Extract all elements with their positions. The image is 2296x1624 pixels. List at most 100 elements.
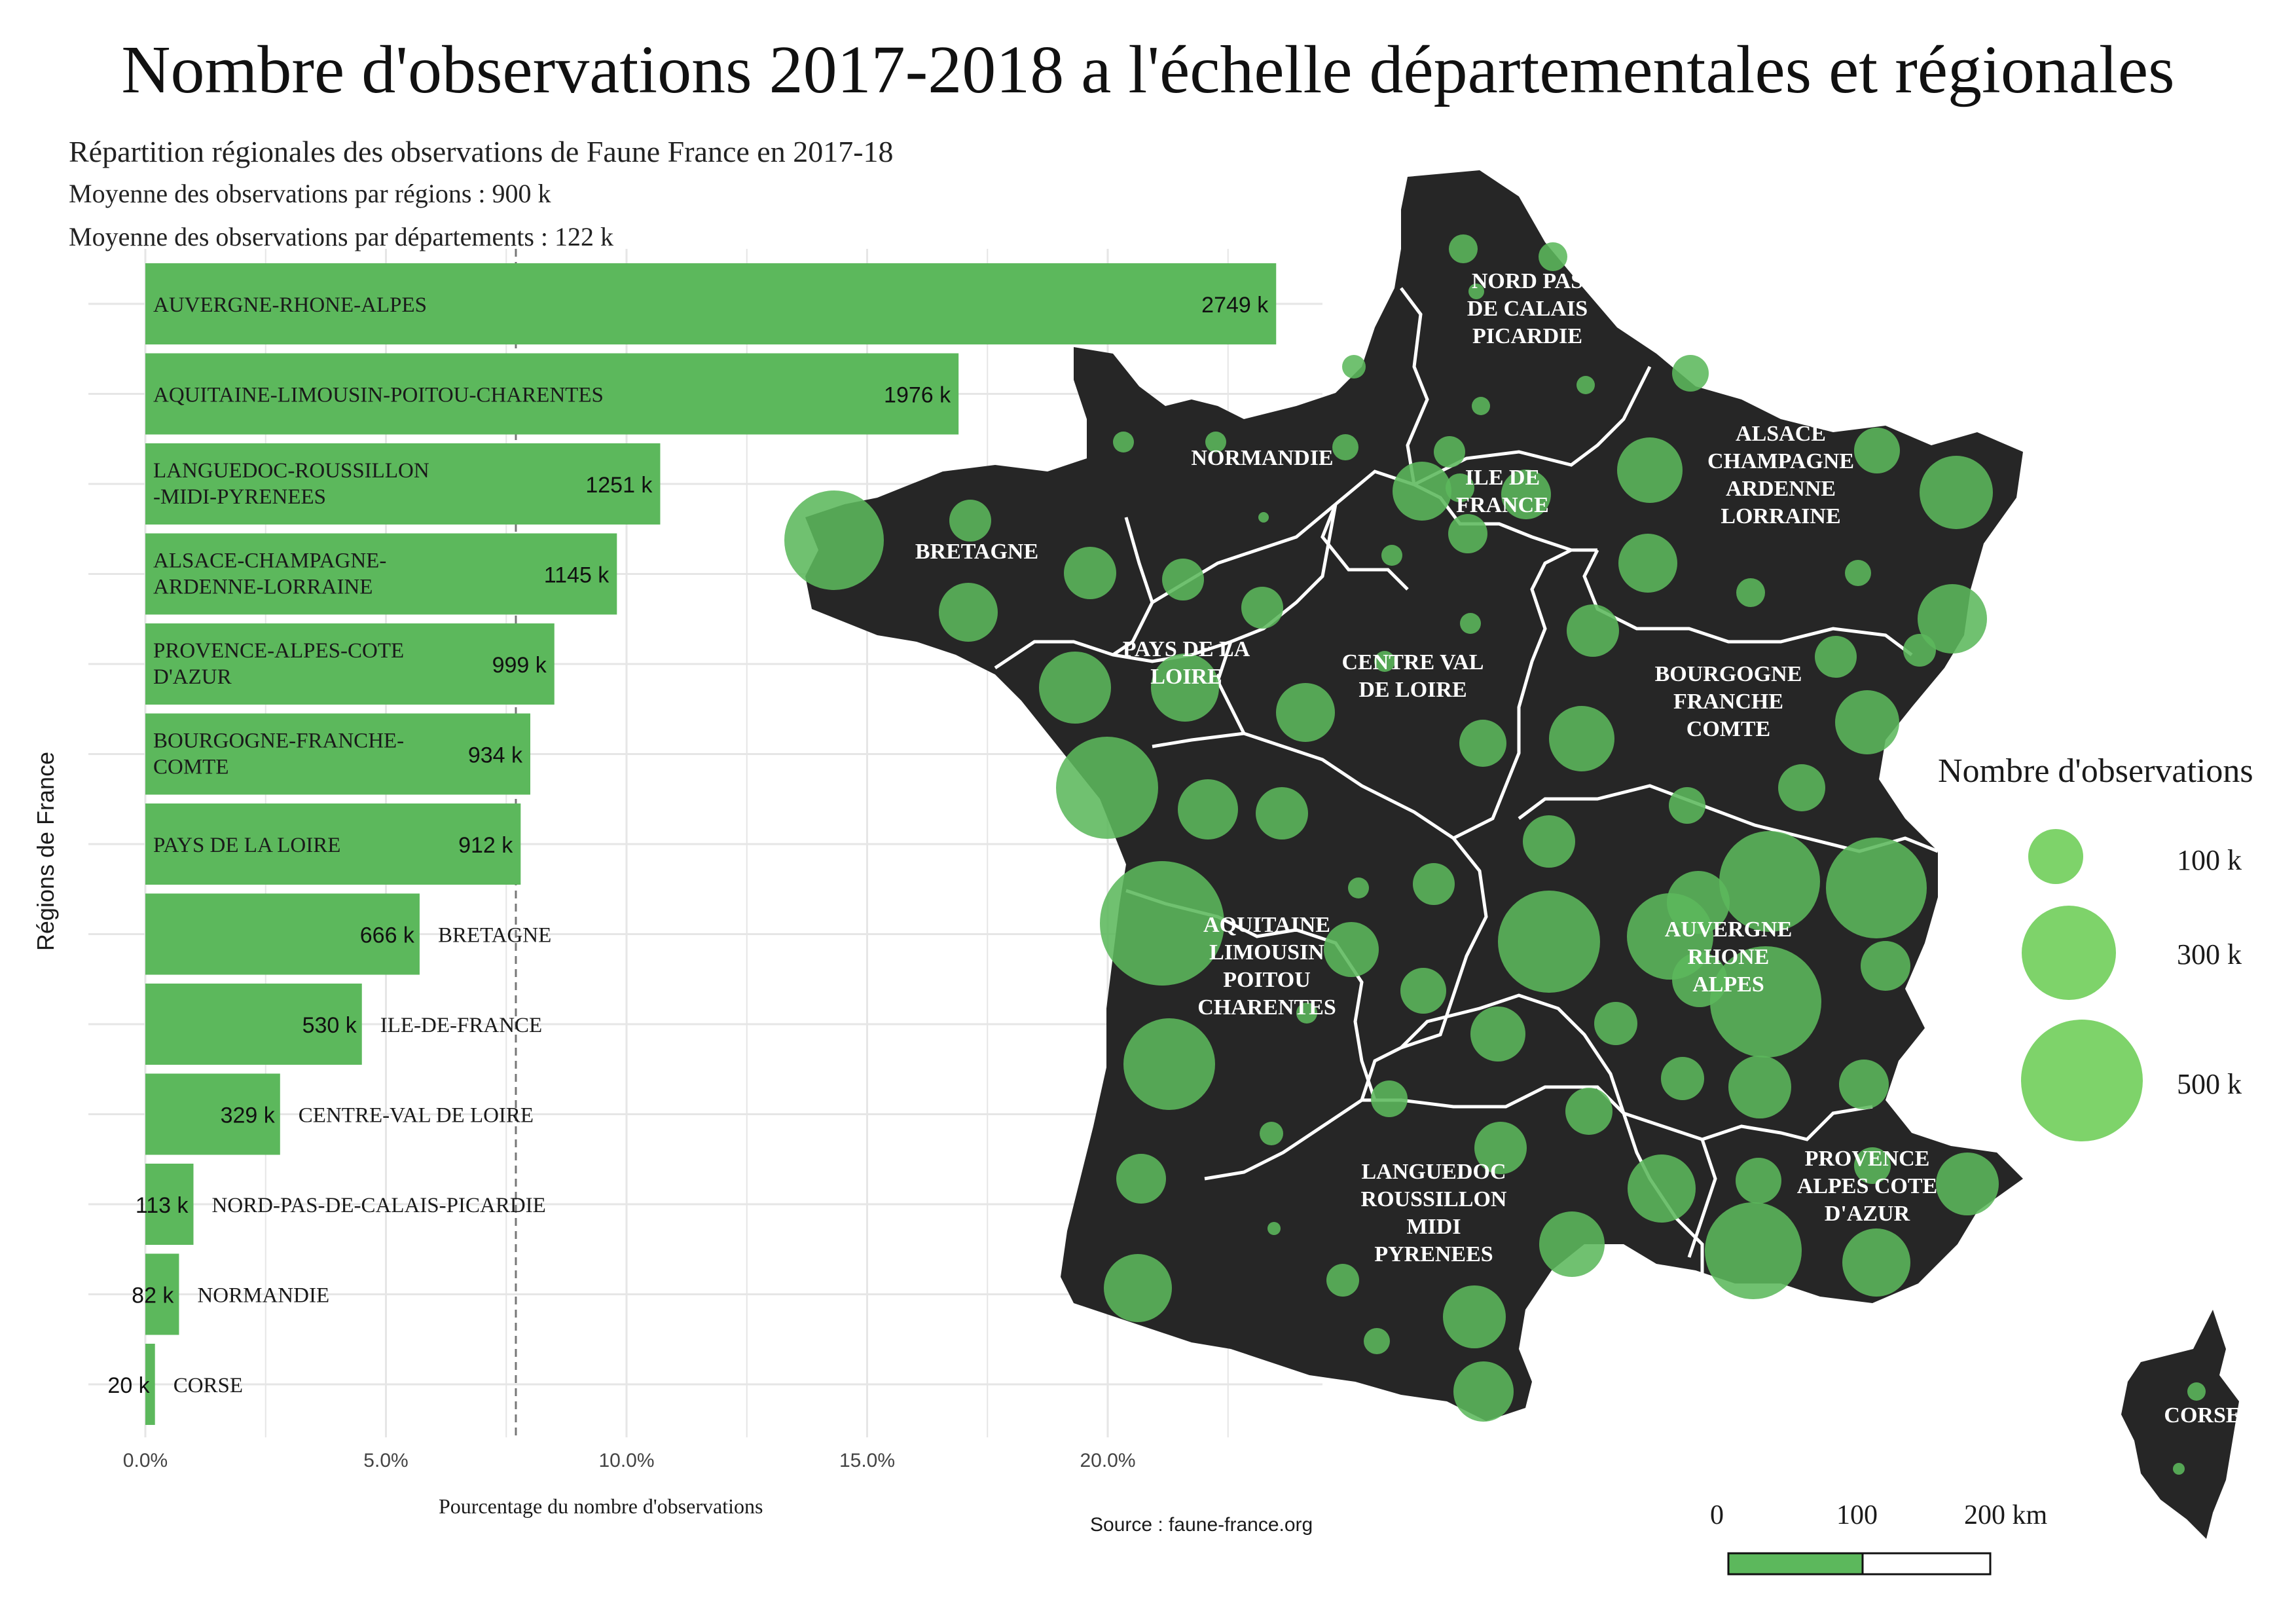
department-circle (1064, 547, 1116, 599)
bar (145, 713, 530, 795)
department-circle (1460, 613, 1481, 634)
department-circle (1539, 242, 1567, 271)
bar-value-label: 1976 k (884, 383, 951, 408)
x-tick-label: 20.0% (1080, 1450, 1135, 1471)
bar (145, 803, 521, 885)
department-circle (1474, 1122, 1527, 1174)
department-circle (1100, 861, 1224, 986)
department-circle (2187, 1382, 2206, 1401)
corsica (2121, 1310, 2239, 1539)
department-circle (1628, 1154, 1696, 1223)
bar (145, 893, 420, 975)
scale-label-100: 100 (1836, 1500, 1878, 1530)
department-circle (1472, 397, 1490, 415)
x-tick-label: 10.0% (598, 1450, 654, 1471)
bar-category-label: PAYS DE LA LOIRE (153, 834, 340, 857)
department-circle (1342, 355, 1366, 378)
department-circle (1815, 636, 1857, 678)
region-label: BRETAGNE (915, 540, 1038, 564)
legend-label-100k: 100 k (2177, 844, 2242, 876)
bar (145, 1344, 155, 1425)
legend-label-500k: 500 k (2177, 1068, 2242, 1100)
bar (145, 533, 617, 615)
department-circle (1539, 1211, 1605, 1277)
bar-value-label: 2749 k (1201, 293, 1269, 318)
legend-circle-medium (2022, 906, 2116, 1000)
bar-value-label: 530 k (302, 1013, 357, 1038)
bar-value-label: 329 k (221, 1103, 276, 1128)
department-circle (1842, 1228, 1910, 1297)
department-circle (1549, 706, 1614, 771)
region-label: CENTRE VAL DE LOIRE (1342, 650, 1484, 702)
x-tick-label: 5.0% (363, 1450, 408, 1471)
department-circle (1839, 1060, 1889, 1109)
region-label: PROVENCE ALPES COTE D'AZUR (1797, 1147, 1937, 1226)
bar (145, 353, 959, 435)
department-circle (1468, 284, 1484, 299)
department-circle (1104, 1254, 1172, 1322)
bar (145, 1164, 194, 1245)
region-label: ALSACE CHAMPAGNE ARDENNE LORRAINE (1707, 422, 1854, 528)
department-circle (1903, 634, 1936, 667)
department-circle (1617, 437, 1683, 503)
department-circle (784, 490, 884, 590)
bar-category-label: CENTRE-VAL DE LOIRE (299, 1104, 534, 1128)
department-circle (1618, 534, 1677, 593)
bar-category-label: ILE-DE-FRANCE (380, 1014, 542, 1037)
bar (145, 443, 661, 525)
region-label: NORD PAS DE CALAIS PICARDIE (1467, 269, 1588, 348)
department-circle (1918, 584, 1987, 654)
department-circle (1324, 922, 1379, 977)
france-mainland (805, 170, 2023, 1421)
department-circle (1835, 690, 1899, 754)
department-circle (1459, 720, 1506, 767)
bar-value-label: 912 k (458, 833, 513, 858)
department-circle (1567, 604, 1619, 657)
mean-regions-note: Moyenne des observations par régions : 9… (69, 179, 551, 208)
department-circle (1296, 1003, 1317, 1024)
department-circle (1364, 1328, 1390, 1354)
region-label: CORSE (2164, 1403, 2240, 1428)
department-circle (1594, 1002, 1637, 1045)
department-circle (1736, 1158, 1781, 1204)
department-circle (1470, 1006, 1525, 1061)
department-circle (1326, 1264, 1359, 1297)
source-note: Source : faune-france.org (1090, 1514, 1313, 1536)
department-circle (1371, 1080, 1408, 1117)
department-circle (1672, 355, 1709, 392)
region-labels: NORD PAS DE CALAIS PICARDIE NORMANDIE ILE DE… (915, 269, 2241, 1428)
department-circle (1736, 578, 1765, 607)
chart-subtitle: Répartition régionales des observations … (69, 135, 894, 168)
bar-value-label: 1251 k (585, 473, 653, 498)
department-circle (1672, 952, 1727, 1007)
department-circle (1453, 1361, 1514, 1422)
chart-bars: 2749 k AUVERGNE-RHONE-ALPES 1976 k AQUITAIN… (107, 263, 1277, 1425)
department-circle (1446, 473, 1474, 502)
department-circle (1854, 428, 1900, 473)
y-axis-title: Régions de France (32, 751, 59, 951)
department-circle (1258, 512, 1269, 523)
department-circle (1162, 559, 1204, 600)
department-circle (1256, 787, 1308, 840)
department-circle (1920, 456, 1993, 529)
chart-x-ticks: 0.0% 5.0% 10.0% 15.0% 20.0% (123, 1450, 1136, 1471)
bar-category-label: BOURGOGNE-FRANCHE-COMTE (153, 729, 404, 779)
bar (145, 263, 1277, 344)
bar-value-label: 113 k (136, 1193, 189, 1218)
department-circle (1113, 432, 1134, 452)
bar-category-label: LANGUEDOC-ROUSSILLON -MIDI-PYRENEES (153, 459, 429, 509)
department-circle (1056, 737, 1158, 839)
legend-circle-large (2021, 1020, 2143, 1141)
department-circle (1523, 815, 1575, 868)
bar (145, 1253, 179, 1335)
region-label: AUVERGNE RHONE ALPES (1665, 917, 1793, 997)
region-label: PAYS DE LA LOIRE (1123, 637, 1250, 689)
department-circle (1381, 545, 1402, 566)
bar-category-label: AQUITAINE-LIMOUSIN-POITOU-CHARENTES (153, 384, 604, 407)
region-label: BOURGOGNE FRANCHE COMTE (1655, 662, 1802, 741)
bar-value-label: 666 k (360, 923, 415, 948)
department-circle (1116, 1154, 1166, 1204)
department-circles (784, 234, 2206, 1475)
bar-category-label: CORSE (173, 1374, 243, 1397)
